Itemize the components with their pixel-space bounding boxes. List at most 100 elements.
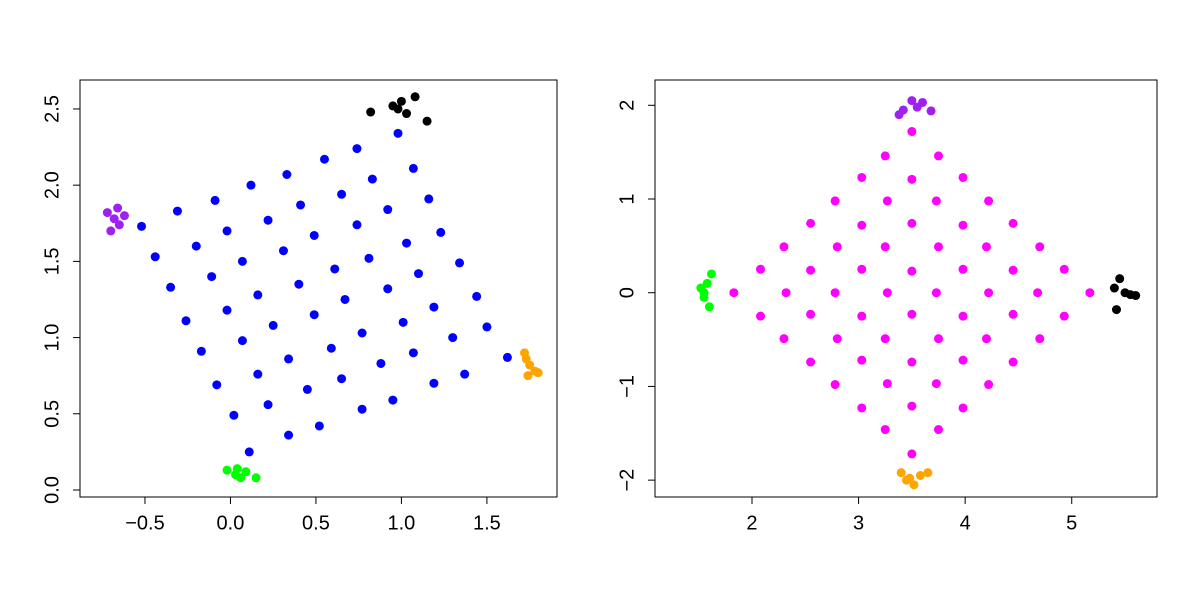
point [422,116,432,126]
point [857,264,867,274]
point [166,282,176,292]
point [779,334,789,344]
point [926,106,936,116]
point [1035,334,1045,344]
point [533,368,543,378]
point [393,104,403,114]
point [237,256,247,266]
point [1033,288,1043,298]
point [931,196,941,206]
point [880,334,890,344]
point [857,220,867,230]
point [880,425,890,435]
point [229,410,239,420]
point [364,253,374,263]
point [309,230,319,240]
point [383,284,393,294]
point [393,128,403,138]
y-tick-label: 2.0 [41,171,63,199]
point [398,317,408,327]
point [282,169,292,179]
point [880,242,890,252]
point [1111,305,1121,315]
point [376,358,386,368]
point [896,468,906,478]
point [729,288,739,298]
point [284,354,294,364]
point [253,369,263,379]
point [337,189,347,199]
point [931,288,941,298]
point [934,151,944,161]
point [1008,309,1018,319]
point [114,220,124,230]
point [931,379,941,389]
point [191,241,201,251]
y-tick-label: 1 [616,193,638,204]
point [781,288,791,298]
point [907,174,917,184]
point [352,220,362,230]
point [502,352,512,362]
point [907,449,917,459]
point [113,203,123,213]
point [102,208,112,218]
point [410,92,420,102]
point [207,272,217,282]
point [756,264,766,274]
point [109,214,119,224]
point [1085,288,1095,298]
point [278,246,288,256]
point [302,384,312,394]
point [237,336,247,346]
point [367,174,377,184]
y-tick-label: 1.5 [41,247,63,275]
point [806,218,816,228]
point [857,355,867,365]
point [934,334,944,344]
point [958,355,968,365]
point [424,194,434,204]
point [806,309,816,319]
point [882,379,892,389]
y-tick-label: 0.0 [41,476,63,504]
point [212,380,222,390]
point [1059,311,1069,321]
point [909,480,919,490]
point [366,107,376,117]
point [1115,274,1125,284]
point [232,464,242,474]
point [340,294,350,304]
point [284,430,294,440]
point [699,288,709,298]
point [429,302,439,312]
x-tick-label: 2 [746,512,757,534]
point [882,288,892,298]
point [830,288,840,298]
x-tick-label: 0.0 [217,512,245,534]
point [119,211,129,221]
x-tick-label: 5 [1066,512,1077,534]
point [408,348,418,358]
point [236,473,246,483]
point [702,278,712,288]
point [106,226,116,236]
y-tick-label: −2 [616,469,638,492]
point [241,467,251,477]
point [268,320,278,330]
point [958,311,968,321]
point [1008,357,1018,367]
point [402,109,412,119]
point [296,200,306,210]
point [830,380,840,390]
point [830,196,840,206]
y-tick-label: 0.5 [41,400,63,428]
point [706,269,716,279]
point [396,96,406,106]
x-tick-label: 1.0 [388,512,416,534]
point [907,127,917,137]
point [196,346,206,356]
plot-frame [79,79,558,498]
point [181,316,191,326]
